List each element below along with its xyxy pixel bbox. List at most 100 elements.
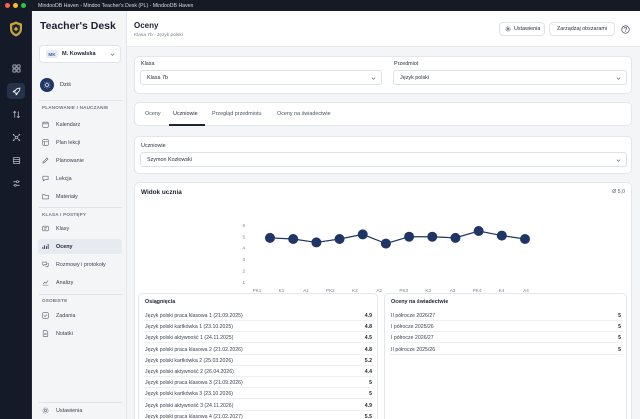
- database-icon[interactable]: [7, 152, 25, 168]
- achievement-row-value: 4.8: [364, 346, 372, 353]
- sun-icon: [40, 78, 54, 92]
- achievement-row: Język polski kartkówka 2 (25.03.2026) 5.2: [144, 355, 374, 366]
- class-label: Klasa: [141, 61, 155, 67]
- student-label: Uczniowie: [141, 143, 166, 149]
- class-select[interactable]: Klasa 7b: [140, 70, 382, 85]
- data-point[interactable]: [473, 226, 484, 236]
- divider: [39, 294, 122, 295]
- data-point[interactable]: [265, 232, 275, 243]
- data-point[interactable]: [450, 232, 461, 243]
- achievement-row: Język polski kartkówka 3 (23.10.2026) 5: [144, 388, 374, 400]
- timetable-icon: [42, 139, 49, 146]
- rocket-icon[interactable]: [7, 83, 25, 99]
- chat-icon: [42, 175, 49, 182]
- sliders-icon[interactable]: [7, 175, 25, 191]
- manage-areas-button[interactable]: Zarządzaj obszarami: [549, 22, 615, 36]
- brand-text: Teacher's: [40, 20, 91, 32]
- x-tick-label: K3: [425, 288, 431, 293]
- student-average: Ø 5,0: [612, 189, 625, 195]
- x-tick-label: PK1: [253, 288, 262, 293]
- tab-certificate-grades[interactable]: Oceny na świadectwie: [277, 111, 331, 117]
- sidebar-item-classes[interactable]: Klasy: [38, 221, 122, 236]
- x-tick-label: A4: [523, 288, 529, 293]
- achievement-row: Język polski kartkówka 1 (23.10.2025) 4.8: [144, 321, 374, 333]
- data-point[interactable]: [496, 230, 507, 241]
- achievements-title: Osiągnięcia: [145, 299, 176, 305]
- data-point[interactable]: [380, 238, 391, 249]
- app-rail: [0, 11, 32, 419]
- x-tick-label: PK3: [399, 288, 408, 293]
- zoom-window-button[interactable]: [21, 3, 26, 8]
- settings-button[interactable]: Ustawienia: [499, 22, 545, 36]
- sidebar-item-calendar[interactable]: Kalendarz: [38, 117, 122, 132]
- close-window-button[interactable]: [5, 3, 10, 8]
- sidebar-item-grades[interactable]: Oceny: [38, 239, 122, 254]
- data-point[interactable]: [404, 231, 415, 242]
- x-tick-label: K2: [352, 288, 358, 293]
- sidebar-item-planning[interactable]: Planowanie: [38, 153, 122, 168]
- sidebar-item-label: Oceny: [56, 243, 73, 250]
- tab-subject-overview[interactable]: Przegląd przedmiotu: [212, 111, 262, 117]
- divider: [39, 100, 122, 101]
- divider: [39, 402, 122, 403]
- sidebar-item-analytics[interactable]: Analizy: [38, 275, 122, 290]
- today-nav-item[interactable]: Dziś: [40, 78, 71, 92]
- tabs: Oceny Uczniowie Przegląd przedmiotu Ocen…: [134, 102, 632, 126]
- achievement-row-label: Język polski aktywność 2 (26.04.2026): [145, 369, 234, 375]
- achievement-row: Język polski praca klasowa 1 (21.09.2025…: [144, 310, 374, 321]
- sidebar-item-label: Zadania: [56, 312, 76, 319]
- analytics-icon: [42, 280, 49, 286]
- student-select[interactable]: Szymon Kozłowski: [140, 152, 627, 167]
- sidebar-item-settings[interactable]: Ustawienia: [38, 403, 122, 418]
- sidebar-item-label: Notatki: [56, 330, 73, 337]
- sidebar-item-timetable[interactable]: Plan lekcji: [38, 135, 122, 150]
- tab-students[interactable]: Uczniowie: [173, 111, 198, 117]
- tab-grades[interactable]: Oceny: [145, 111, 161, 117]
- shield-logo-icon[interactable]: [9, 21, 23, 37]
- subject-select[interactable]: Język polski: [393, 70, 627, 85]
- filters-card: Klasa Klasa 7b Przedmiot Język polski: [134, 56, 632, 94]
- settings-button-label: Ustawienia: [514, 26, 541, 32]
- x-tick-label: PK4: [473, 288, 482, 293]
- user-switcher[interactable]: MK M. Kowalska: [39, 45, 121, 63]
- class-select-value: Klasa 7b: [147, 75, 168, 81]
- sidebar-item-lesson[interactable]: Lekcja: [38, 171, 122, 186]
- data-point[interactable]: [334, 234, 345, 244]
- achievements-panel: Osiągnięcia Język polski praca klasowa 1…: [138, 293, 378, 419]
- certificate-grades-panel: Oceny na świadectwie II półrocze 2026/27…: [384, 293, 627, 419]
- swap-icon[interactable]: [7, 106, 25, 122]
- divider: [39, 207, 122, 208]
- classes-icon: [42, 225, 49, 232]
- certificate-row-label: I półrocze 2026/27: [391, 335, 434, 342]
- sidebar-item-conversations[interactable]: Rozmowy i protokoły: [38, 257, 122, 272]
- main-content: Oceny Klasa 7b · Język polski Ustawienia…: [127, 11, 640, 419]
- minimize-window-button[interactable]: [13, 3, 18, 8]
- calendar-icon: [42, 121, 49, 128]
- grades-line-chart: 1 2 3 4 5 6 PK1 K1 A1 PK2 K2 A2 PK3 K3 A3 PK4 K4 A4: [242, 223, 530, 293]
- achievement-row-label: Język polski praca klasowa 4 (21.02.2027…: [145, 413, 243, 419]
- achievement-row-value: 4.5: [364, 335, 372, 342]
- student-view-title: Widok ucznia: [141, 189, 182, 196]
- certificate-row: I półrocze 2026/27 5: [390, 332, 623, 344]
- avatar: MK: [46, 50, 58, 58]
- dashboard-icon[interactable]: [7, 60, 25, 76]
- brand-text-bold: Desk: [90, 20, 116, 32]
- manage-areas-button-label: Zarządzaj obszarami: [556, 26, 608, 32]
- data-point[interactable]: [357, 229, 368, 240]
- window-controls: [5, 3, 26, 8]
- sidebar-item-notes[interactable]: Notatki: [38, 326, 122, 341]
- sidebar-item-tasks[interactable]: Zadania: [38, 308, 122, 323]
- achievement-row-value: 4.4: [364, 369, 372, 375]
- achievement-row-value: 4.8: [364, 324, 372, 331]
- achievement-row-value: 5.5: [364, 413, 372, 419]
- data-point[interactable]: [520, 234, 530, 244]
- data-point[interactable]: [427, 231, 438, 242]
- network-icon[interactable]: [7, 129, 25, 145]
- certificate-row: II półrocze 2026/27 5: [390, 310, 623, 321]
- chevron-down-icon: [371, 77, 376, 80]
- data-point[interactable]: [288, 234, 299, 244]
- sidebar-item-materials[interactable]: Materiały: [38, 189, 122, 204]
- data-point[interactable]: [311, 237, 322, 248]
- help-icon[interactable]: [621, 25, 630, 34]
- folder-icon: [42, 194, 49, 200]
